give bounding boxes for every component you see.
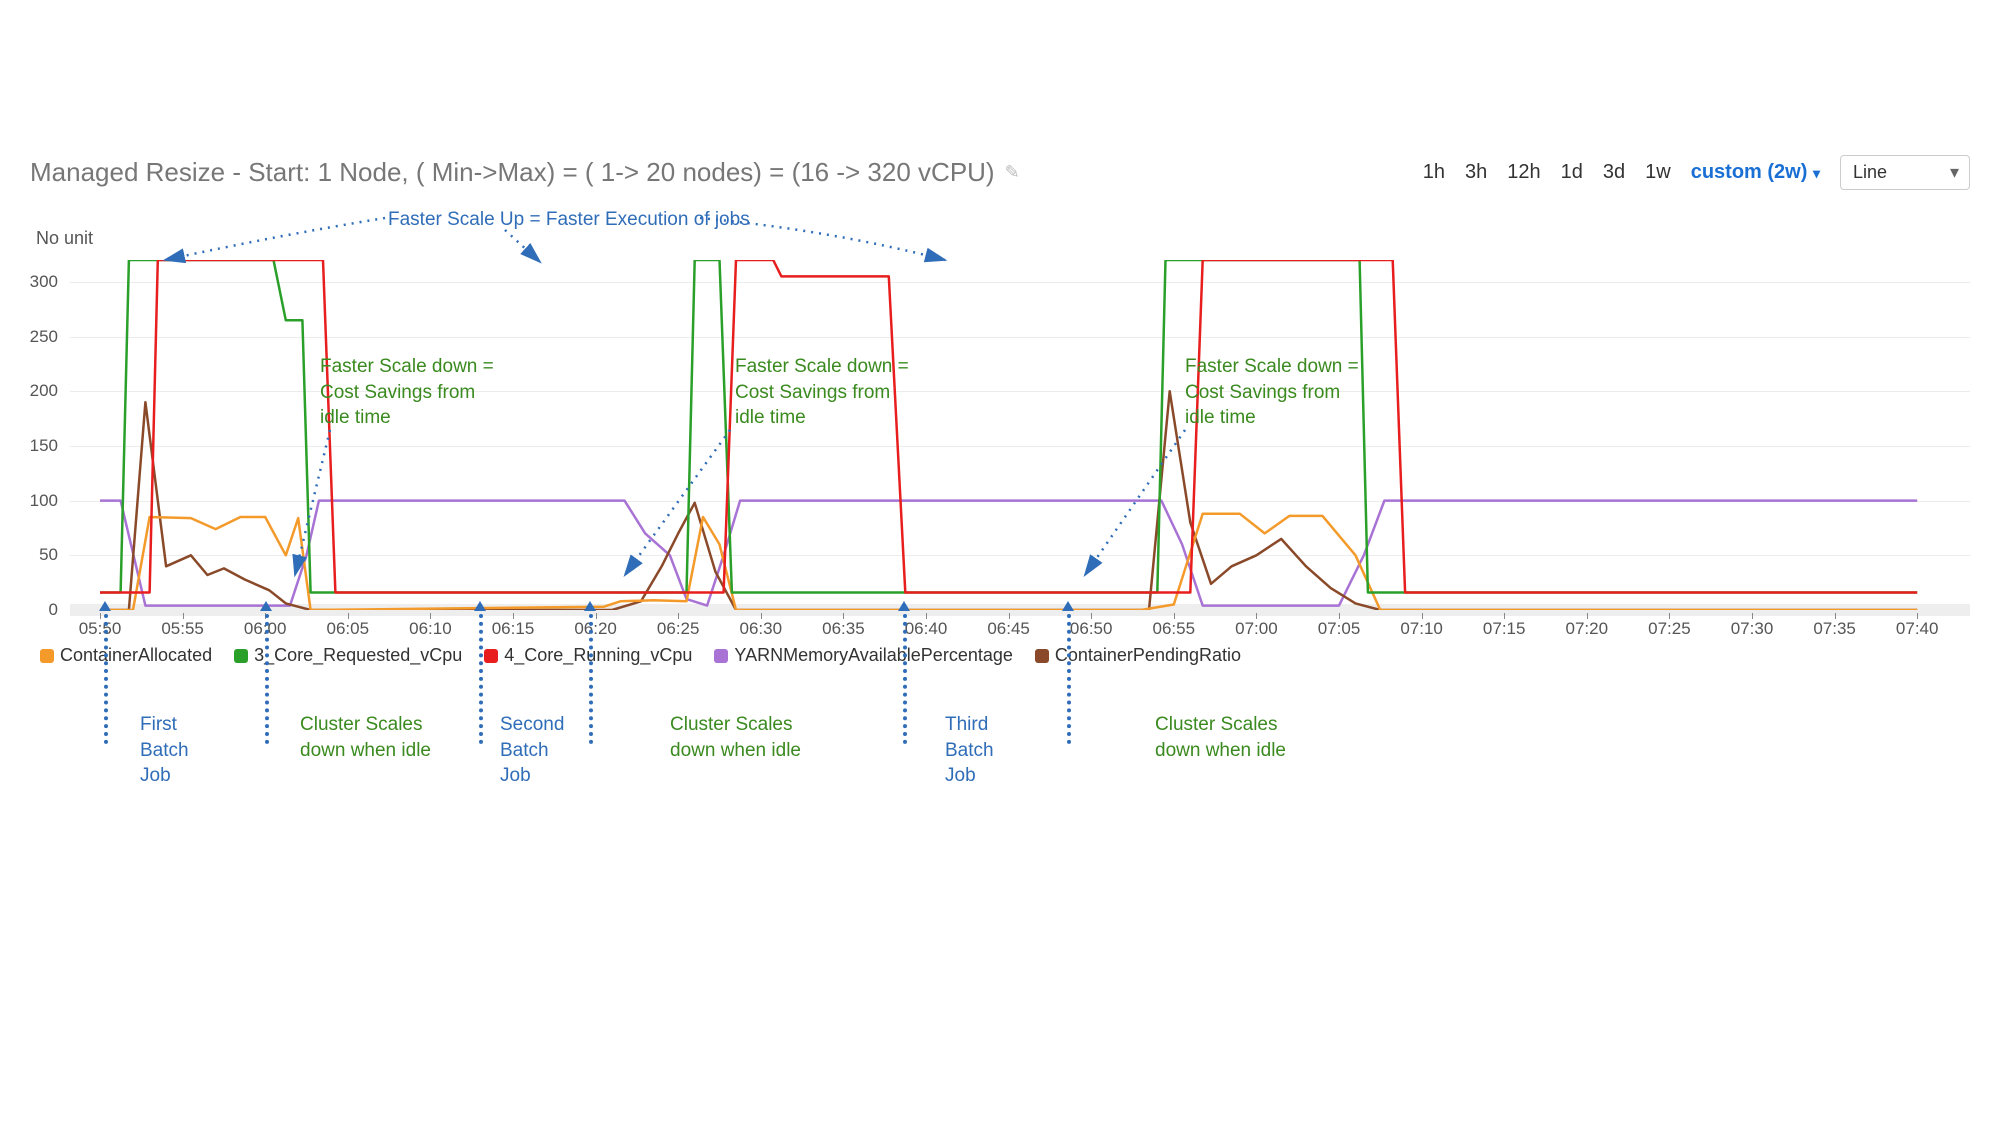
chart-svg [70,260,1970,610]
x-tick-label: 06:10 [409,619,452,639]
x-tick-label: 06:05 [327,619,370,639]
legend-swatch [714,649,728,663]
annot-idle-1: Cluster Scales down when idle [300,712,431,763]
tr-3d[interactable]: 3d [1603,161,1625,184]
series-containerAllocated [100,514,1917,610]
y-tick-label: 100 [8,491,58,511]
marker-third-end [1062,601,1074,611]
vline-third-start [903,614,907,744]
y-tick-label: 150 [8,436,58,456]
annot-scale-down-2: Faster Scale down = Cost Savings from id… [735,354,909,431]
vline-first-start [104,614,108,744]
y-tick-label: 250 [8,327,58,347]
chart-title: Managed Resize - Start: 1 Node, ( Min->M… [30,157,995,188]
y-tick-label: 0 [8,600,58,620]
annot-second-batch: Second Batch Job [500,712,564,789]
x-tick-label: 06:20 [574,619,617,639]
legend-item[interactable]: YARNMemoryAvailablePercentage [714,645,1012,666]
x-tick-label: 07:00 [1235,619,1278,639]
series-yarnMem [100,501,1917,606]
y-tick-label: 50 [8,545,58,565]
x-tick-label: 07:25 [1648,619,1691,639]
x-tick-label: 06:35 [822,619,865,639]
vline-second-start [479,614,483,744]
legend-item[interactable]: ContainerPendingRatio [1035,645,1241,666]
tr-1d[interactable]: 1d [1561,161,1583,184]
tr-3h[interactable]: 3h [1465,161,1487,184]
chart-type-select[interactable]: Line [1840,155,1970,190]
annot-scale-down-1: Faster Scale down = Cost Savings from id… [320,354,494,431]
legend-label: YARNMemoryAvailablePercentage [734,645,1012,666]
legend-swatch [234,649,248,663]
time-range-selector: 1h 3h 12h 1d 3d 1w custom (2w) ▾ Line [1423,155,1970,190]
legend-label: ContainerPendingRatio [1055,645,1241,666]
chart-header: Managed Resize - Start: 1 Node, ( Min->M… [30,155,1970,190]
vline-first-end [265,614,269,744]
legend-label: ContainerAllocated [60,645,212,666]
y-axis-label: No unit [36,228,93,249]
x-tick-label: 07:30 [1731,619,1774,639]
tr-12h[interactable]: 12h [1507,161,1540,184]
x-tick-label: 07:10 [1400,619,1443,639]
y-tick-label: 300 [8,272,58,292]
marker-third-start [898,601,910,611]
tr-1w[interactable]: 1w [1645,161,1671,184]
marker-first-start [99,601,111,611]
annot-idle-2: Cluster Scales down when idle [670,712,801,763]
marker-first-end [260,601,272,611]
tr-1h[interactable]: 1h [1423,161,1445,184]
x-tick-label: 06:50 [1070,619,1113,639]
x-tick-label: 07:05 [1318,619,1361,639]
x-tick-label: 07:40 [1896,619,1939,639]
x-tick-label: 06:15 [492,619,535,639]
x-tick-label: 05:50 [79,619,122,639]
x-tick-label: 06:45 [987,619,1030,639]
legend-item[interactable]: ContainerAllocated [40,645,212,666]
legend-label: 4_Core_Running_vCpu [504,645,692,666]
x-tick-label: 06:25 [657,619,700,639]
chart-title-wrap: Managed Resize - Start: 1 Node, ( Min->M… [30,157,1020,188]
tr-custom[interactable]: custom (2w) ▾ [1691,161,1820,184]
x-tick-label: 05:55 [161,619,204,639]
legend-swatch [484,649,498,663]
legend-label: 3_Core_Requested_vCpu [254,645,462,666]
x-axis: 05:5005:5506:0006:0506:1006:1506:2006:25… [70,615,1970,645]
annot-scale-up: Faster Scale Up = Faster Execution of jo… [388,207,750,233]
x-tick-label: 07:15 [1483,619,1526,639]
legend-swatch [40,649,54,663]
vline-second-end [589,614,593,744]
annot-idle-3: Cluster Scales down when idle [1155,712,1286,763]
chart-legend: ContainerAllocated 3_Core_Requested_vCpu 4… [40,645,1241,666]
x-tick-label: 07:35 [1813,619,1856,639]
x-tick-label: 06:30 [740,619,783,639]
marker-second-end [584,601,596,611]
legend-swatch [1035,649,1049,663]
annot-scale-down-3: Faster Scale down = Cost Savings from id… [1185,354,1359,431]
annot-first-batch: First Batch Job [140,712,189,789]
vline-third-end [1067,614,1071,744]
marker-second-start [474,601,486,611]
edit-icon[interactable]: ✎ [1005,162,1020,183]
annot-third-batch: Third Batch Job [945,712,994,789]
chevron-down-icon: ▾ [1813,165,1820,181]
x-tick-label: 06:55 [1153,619,1196,639]
y-tick-label: 200 [8,381,58,401]
x-tick-label: 06:40 [905,619,948,639]
x-tick-label: 07:20 [1566,619,1609,639]
